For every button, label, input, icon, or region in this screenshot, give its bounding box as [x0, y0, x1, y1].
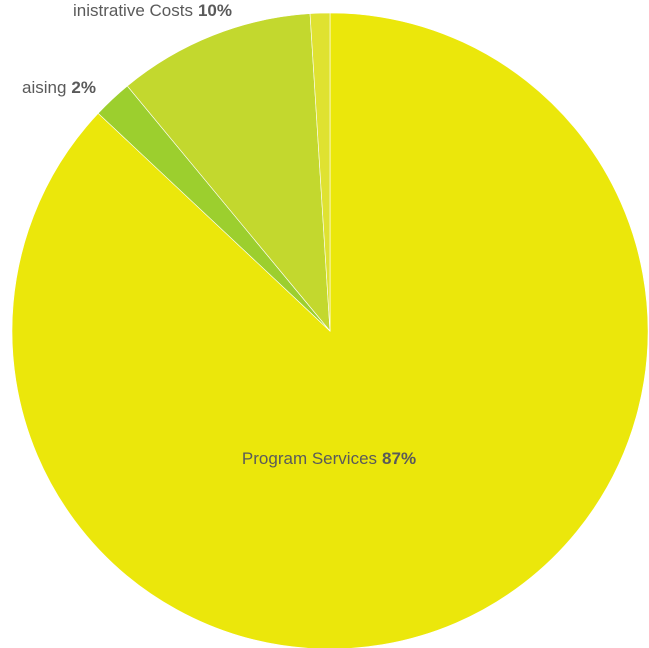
pie-slices: [11, 12, 649, 648]
slice-label-value: 87%: [382, 449, 416, 468]
slice-label-administrative-costs: inistrative Costs 10%: [73, 1, 232, 20]
slice-label-program-services: Program Services 87%: [242, 449, 416, 468]
slice-label-value: 2%: [71, 78, 96, 97]
pie-slice-administrative-costs: [126, 13, 331, 332]
slice-label-name: inistrative Costs: [73, 1, 193, 20]
slice-label-name: aising: [22, 78, 66, 97]
slice-label-fundraising: aising 2%: [22, 78, 96, 97]
slice-label-value: 10%: [198, 1, 232, 20]
pie-slice-program-services: [11, 12, 649, 648]
slice-label-name: Program Services: [242, 449, 377, 468]
pie-slice-other: [309, 12, 331, 332]
